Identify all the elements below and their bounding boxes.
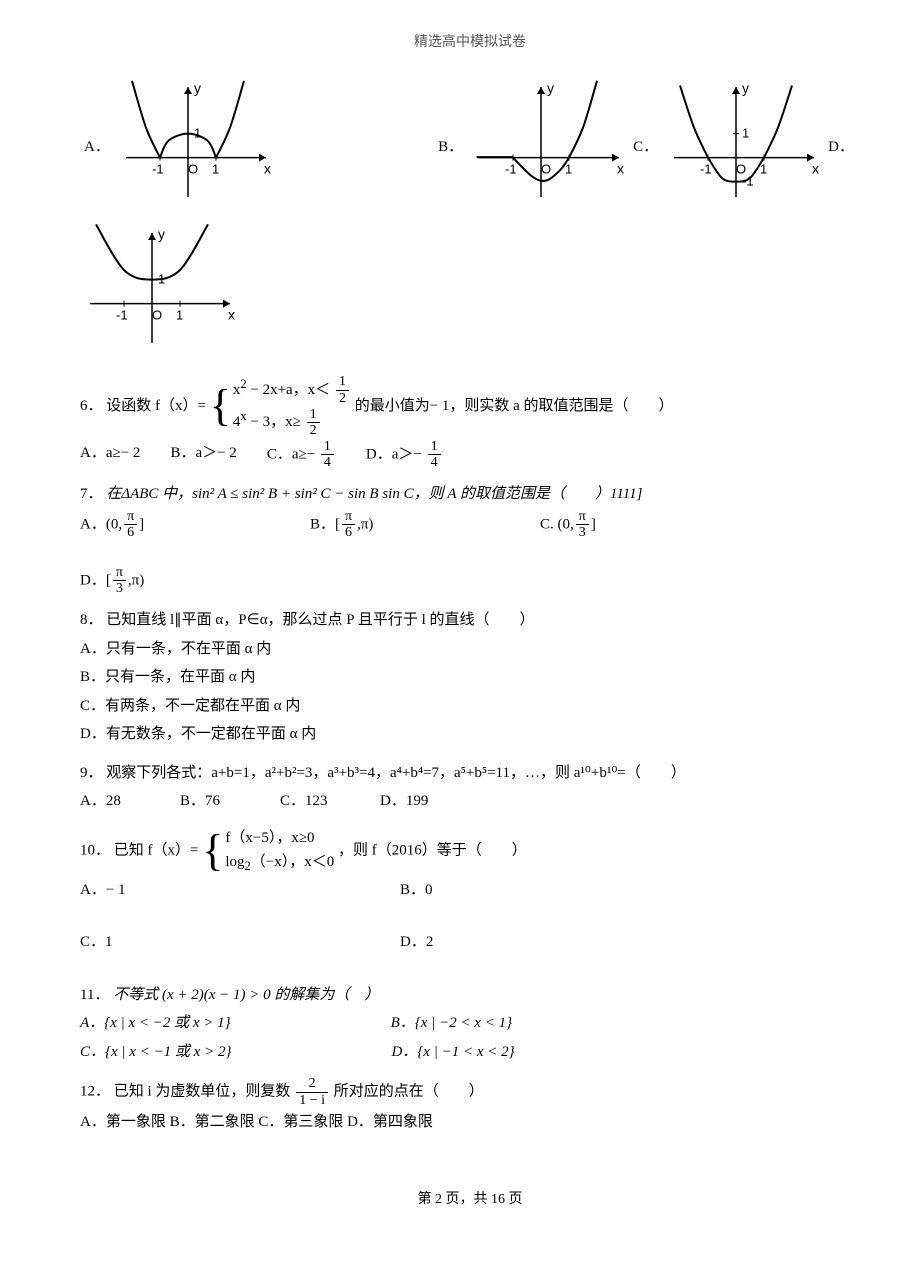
q10-p1: f（x−5），x≥0: [225, 826, 334, 850]
svg-text:x: x: [812, 160, 819, 176]
q10-stem-b: ，则 f（2016）等于（ ）: [338, 842, 527, 858]
q7-opt-D: D．[π3,π): [80, 565, 280, 597]
svg-text:y: y: [547, 80, 554, 96]
svg-text:1: 1: [212, 161, 219, 176]
q9-options: A．28 B．76 C．123 D．199: [80, 787, 860, 816]
q8-num: 8．: [80, 612, 103, 628]
q10-opt-C: C．1: [80, 928, 280, 957]
q7-options: A．(0,π6] B．[π6,π) C. (0,π3] D．[π3,π): [80, 509, 860, 597]
q9-num: 9．: [80, 765, 103, 781]
q6-opt-D: D．a＞− 14: [366, 439, 443, 471]
q10-piecewise: { f（x−5），x≥0 log2（−x），x＜0: [202, 826, 334, 876]
q11-opt-C: C．{x | x < −1 或 x > 2}: [80, 1038, 231, 1067]
q11-num: 11．: [80, 987, 109, 1003]
q12-frac: 21 − i: [296, 1076, 328, 1108]
svg-text:O: O: [188, 161, 198, 176]
q12: 12． 已知 i 为虚数单位，则复数 21 − i 所对应的点在（ ）: [80, 1076, 860, 1108]
q8-opt-B: B．只有一条，在平面 α 内: [80, 663, 860, 692]
q8-opt-A: A．只有一条，不在平面 α 内: [80, 635, 860, 664]
svg-text:-1: -1: [116, 308, 128, 323]
q8-opt-C: C．有两条，不一定都在平面 α 内: [80, 692, 860, 721]
q6-options: A．a≥− 2 B．a＞− 2 C．a≥− 14 D．a＞− 14: [80, 439, 860, 471]
q9-opt-A: A．28: [80, 787, 150, 816]
q11-stem: 不等式 (x + 2)(x − 1) > 0 的解集为（ ）: [113, 987, 379, 1003]
q10-options: A．− 1 B．0 C．1 D．2: [80, 876, 860, 957]
q9: 9． 观察下列各式：a+b=1，a²+b²=3，a³+b³=4，a⁴+b⁴=7，…: [80, 759, 860, 788]
q6-stem-b: 的最小值为− 1，则实数 a 的取值范围是（ ）: [355, 397, 674, 413]
q8-stem: 已知直线 l∥平面 α，P∈α，那么过点 P 且平行于 l 的直线（ ）: [106, 612, 534, 628]
q5-graph-A: xy-1O11: [116, 77, 276, 218]
q10-num: 10．: [80, 842, 110, 858]
q10: 10． 已知 f（x）= { f（x−5），x≥0 log2（−x），x＜0 ，…: [80, 826, 860, 876]
q10-p2: log2（−x），x＜0: [225, 850, 334, 876]
svg-text:y: y: [158, 226, 165, 242]
svg-text:-1: -1: [700, 161, 712, 176]
q9-stem: 观察下列各式：a+b=1，a²+b²=3，a³+b³=4，a⁴+b⁴=7，a⁵+…: [106, 765, 686, 781]
q10-opt-A: A．− 1: [80, 876, 280, 905]
q11-opt-A: A．{x | x < −2 或 x > 1}: [80, 1009, 231, 1038]
svg-text:y: y: [742, 80, 749, 96]
q7-num: 7．: [80, 486, 103, 502]
q7-stem: 在ΔABC 中，sin² A ≤ sin² B + sin² C − sin B…: [106, 486, 642, 502]
svg-text:x: x: [228, 307, 235, 323]
q11: 11． 不等式 (x + 2)(x − 1) > 0 的解集为（ ）: [80, 981, 860, 1010]
q12-stem-a: 已知 i 为虚数单位，则复数: [114, 1084, 291, 1100]
svg-text:1: 1: [742, 125, 749, 140]
q6-p1b: − 2x+a，x＜: [247, 382, 331, 398]
q6-opt-C: C．a≥− 14: [267, 439, 336, 471]
brace-icon-2: {: [202, 833, 223, 868]
svg-text:1: 1: [176, 308, 183, 323]
q5-option-row-1: A． xy-1O11 B． xy-1O1 C． xy-1O1-11 D．: [80, 77, 860, 218]
brace-icon: {: [210, 388, 231, 423]
page-header: 精选高中模拟试卷: [80, 30, 860, 57]
q11-options-1: A．{x | x < −2 或 x > 1} B．{x | −2 < x < 1…: [80, 1009, 860, 1038]
q11-options-2: C．{x | x < −1 或 x > 2} D．{x | −1 < x < 2…: [80, 1038, 860, 1067]
q12-stem-b: 所对应的点在（ ）: [334, 1084, 484, 1100]
q6-num: 6．: [80, 397, 103, 413]
q7-opt-C: C. (0,π3]: [540, 509, 740, 541]
q11-opt-B: B．{x | −2 < x < 1}: [391, 1009, 512, 1038]
q6-opt-A: A．a≥− 2: [80, 439, 140, 471]
page-footer: 第 2 页，共 16 页: [80, 1187, 860, 1214]
q7-opt-A: A．(0,π6]: [80, 509, 280, 541]
frac-half-2: 12: [307, 407, 320, 439]
svg-text:x: x: [264, 160, 271, 176]
q6-opt-B: B．a＞− 2: [170, 439, 236, 471]
q7-opt-B: B．[π6,π): [310, 509, 510, 541]
svg-text:-1: -1: [152, 161, 164, 176]
svg-text:x: x: [617, 160, 624, 176]
q9-opt-B: B．76: [180, 787, 250, 816]
q10-stem-a: 已知 f（x）=: [114, 842, 199, 858]
q6: 6． 设函数 f（x）= { x2 − 2x+a，x＜ 12 4x − 3，x≥…: [80, 374, 860, 439]
q5-graph-C: xy-1O1-11: [664, 77, 824, 218]
q5-label-B: B．: [438, 133, 463, 162]
q6-piecewise: { x2 − 2x+a，x＜ 12 4x − 3，x≥ 12: [210, 374, 351, 439]
svg-text:y: y: [194, 80, 201, 96]
svg-text:O: O: [152, 308, 162, 323]
q9-opt-D: D．199: [380, 787, 450, 816]
q5-label-C: C．: [633, 133, 658, 162]
q5-graph-D: xy-1O11: [80, 223, 240, 364]
q8: 8． 已知直线 l∥平面 α，P∈α，那么过点 P 且平行于 l 的直线（ ）: [80, 606, 860, 635]
q5-label-A: A．: [84, 133, 110, 162]
q8-opt-D: D．有无数条，不一定都在平面 α 内: [80, 720, 860, 749]
q6-p2b: − 3，x≥: [247, 414, 301, 430]
q11-opt-D: D．{x | −1 < x < 2}: [391, 1038, 514, 1067]
q5-label-D: D．: [828, 133, 854, 162]
svg-text:-1: -1: [505, 161, 517, 176]
svg-text:1: 1: [194, 125, 201, 140]
q10-opt-D: D．2: [400, 928, 600, 957]
q9-opt-C: C．123: [280, 787, 350, 816]
svg-text:O: O: [541, 161, 551, 176]
q12-num: 12．: [80, 1084, 110, 1100]
q6-stem-a: 设函数 f（x）=: [106, 397, 206, 413]
q7: 7． 在ΔABC 中，sin² A ≤ sin² B + sin² C − si…: [80, 480, 860, 509]
q10-opt-B: B．0: [400, 876, 600, 905]
q12-options: A．第一象限 B．第二象限 C．第三象限 D．第四象限: [80, 1108, 860, 1137]
frac-half: 12: [336, 374, 349, 406]
q5-option-row-2: xy-1O11: [80, 223, 860, 364]
q5-graph-B: xy-1O1: [469, 77, 629, 218]
